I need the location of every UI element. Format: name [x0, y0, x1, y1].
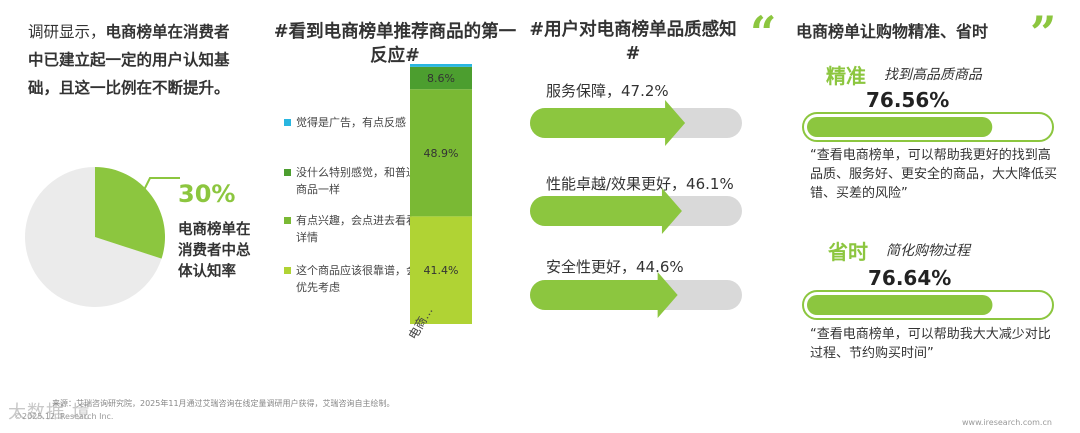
time-saving-heading: 省时 [828, 240, 868, 264]
pie-leader-line [129, 177, 180, 219]
watermark: 大数据 境 [8, 402, 91, 423]
precision-quote: “查看电商榜单，可以帮助我更好的找到高品质、服务好、更安全的商品，大大降低买错、… [810, 148, 1058, 201]
legend-label: 这个商品应该很靠谱，会优先考虑 [296, 264, 417, 294]
precision-percent: 76.56% [866, 88, 950, 112]
precision-progress-bar [802, 112, 1054, 142]
legend-item: 没什么特别感觉，和普通商品一样 [284, 164, 418, 198]
time-saving-subheading: 简化购物过程 [886, 243, 970, 259]
legend-swatch [284, 217, 291, 224]
quote-open-icon: “ [750, 6, 777, 60]
legend-item: 这个商品应该很靠谱，会优先考虑 [284, 262, 418, 296]
legend-swatch [284, 267, 291, 274]
source-note: 来源：艾瑞咨询研究院，2025年11月通过艾瑞咨询在线定量调研用户获得，艾瑞咨询… [52, 399, 395, 408]
legend-label: 有点兴趣，会点进去看看详情 [296, 214, 417, 244]
quality-bar [530, 188, 742, 234]
section-title: 电商榜单让购物精准、省时 [796, 22, 989, 41]
bar-label: 性能卓越/效果更好，46.1% [546, 175, 734, 193]
survey-summary-text: 调研显示，电商榜单在消费者中已建立起一定的用户认知基础，且这一比例在不断提升。 [28, 18, 238, 102]
bar-fill-arrow [530, 272, 678, 318]
quality-bar [530, 100, 742, 146]
reaction-stacked-bar: 41.4% 48.9% 8.6% [410, 64, 472, 324]
awareness-pie-chart [25, 167, 165, 307]
progress-fill [807, 117, 993, 137]
bar-fill-arrow [530, 188, 682, 234]
awareness-label: 电商榜单在消费者中总体认知率 [178, 222, 251, 280]
quality-chart-title: #用户对电商榜单品质感知# [529, 20, 737, 64]
time-saving-percent: 76.64% [868, 266, 952, 290]
site-url: www.iresearch.com.cn [962, 418, 1052, 427]
legend-item: 有点兴趣，会点进去看看详情 [284, 212, 418, 246]
pie-slice-rest [25, 167, 162, 307]
bar-label: 安全性更好，44.6% [546, 258, 684, 276]
copyright: ©2025.12 iResearch Inc. [14, 412, 114, 421]
summary-highlight: 电商榜单在消费者中已建立起一定的用户认知基础，且这一比例在不断提升。 [28, 23, 230, 97]
precision-heading: 精准 [826, 64, 866, 88]
segment-value-label: 41.4% [424, 264, 459, 277]
stacked-bar-segment [410, 89, 472, 217]
stacked-bar-segment [410, 64, 472, 67]
legend-swatch [284, 119, 291, 126]
progress-fill [807, 295, 993, 315]
legend-item: 觉得是广告，有点反感 [284, 114, 418, 131]
stacked-bar-segment [410, 66, 472, 90]
bar-fill-arrow [530, 100, 686, 146]
segment-value-label: 48.9% [424, 147, 459, 160]
stacked-bar-segment [410, 216, 472, 324]
time-saving-progress-bar [802, 290, 1054, 320]
summary-lead: 调研显示， [28, 23, 106, 41]
quality-bar [530, 272, 742, 318]
pie-slice-awareness [95, 167, 165, 259]
quote-close-icon: ” [1030, 6, 1057, 60]
precision-subheading: 找到高品质商品 [884, 67, 982, 83]
time-saving-quote: “查看电商榜单，可以帮助我大大减少对比过程、节约购买时间” [810, 327, 1051, 361]
legend-label: 觉得是广告，有点反感 [296, 116, 406, 129]
legend-swatch [284, 169, 291, 176]
segment-value-label: 8.6% [427, 72, 455, 85]
legend-label: 没什么特别感觉，和普通商品一样 [296, 166, 417, 196]
bar-label: 服务保障，47.2% [546, 82, 669, 100]
reaction-chart-title: #看到电商榜单推荐商品的第一反应# [273, 22, 517, 66]
awareness-percent: 30% [178, 180, 236, 208]
